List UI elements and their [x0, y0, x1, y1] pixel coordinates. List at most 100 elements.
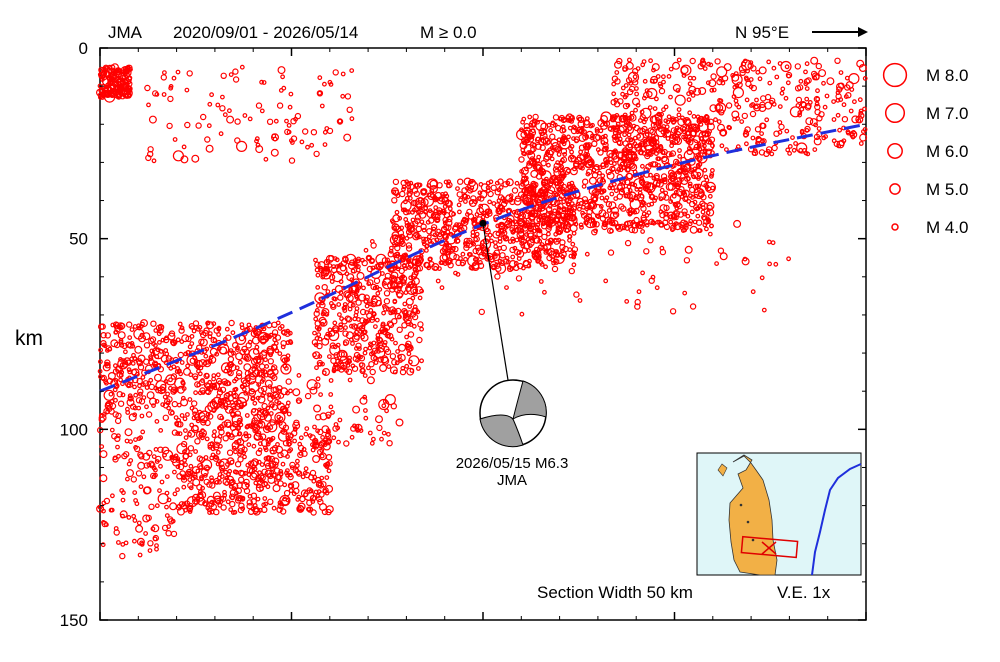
event-point: [146, 391, 155, 400]
event-point: [478, 195, 485, 202]
event-point: [382, 342, 387, 348]
event-point: [669, 150, 677, 157]
event-point: [653, 122, 662, 131]
event-point: [316, 359, 324, 367]
event-point: [183, 435, 189, 441]
event-point: [115, 540, 121, 545]
event-point: [209, 92, 215, 98]
event-point: [812, 75, 817, 81]
event-point: [528, 243, 533, 249]
event-point: [487, 199, 493, 205]
event-point: [504, 236, 509, 242]
event-point: [397, 215, 403, 221]
event-point: [649, 201, 655, 207]
event-point: [115, 444, 120, 450]
event-point: [669, 308, 677, 315]
event-point: [142, 486, 151, 495]
event-point: [294, 112, 302, 120]
event-point: [410, 279, 416, 285]
event-point: [638, 140, 646, 148]
event-point: [520, 243, 526, 249]
event-point: [166, 524, 172, 529]
event-point: [574, 138, 579, 144]
event-point: [659, 111, 664, 117]
event-point: [151, 403, 156, 409]
event-point: [679, 224, 684, 230]
event-point: [207, 441, 214, 449]
event-point: [432, 232, 438, 238]
event-point: [413, 182, 419, 188]
event-point: [314, 365, 319, 371]
event-point: [157, 488, 162, 494]
event-point: [155, 455, 162, 463]
event-point: [535, 143, 542, 150]
event-point: [674, 137, 683, 146]
legend-label: M 8.0: [926, 66, 969, 85]
event-point: [362, 350, 368, 356]
event-point: [663, 204, 670, 212]
event-point: [838, 70, 844, 75]
event-point: [154, 373, 163, 382]
event-point: [315, 414, 322, 421]
event-point: [456, 191, 463, 198]
event-point: [673, 158, 680, 166]
event-point: [436, 233, 444, 240]
event-point: [255, 496, 261, 502]
event-point: [550, 174, 558, 182]
event-point: [177, 507, 186, 516]
event-point: [624, 128, 630, 133]
event-point: [789, 106, 802, 118]
event-point: [707, 231, 713, 237]
event-point: [427, 238, 433, 244]
event-point: [431, 213, 437, 219]
event-point: [109, 77, 118, 86]
event-point: [318, 392, 324, 398]
event-point: [401, 253, 407, 258]
event-point: [169, 339, 177, 346]
event-point: [126, 381, 134, 388]
event-point: [620, 85, 626, 91]
event-point: [636, 133, 641, 139]
event-point: [609, 191, 615, 197]
event-point: [633, 124, 640, 132]
event-point: [436, 209, 442, 215]
event-point: [773, 261, 779, 267]
event-point: [337, 362, 345, 369]
event-point: [492, 230, 501, 239]
event-point: [189, 357, 196, 364]
event-point: [658, 83, 664, 89]
event-point: [389, 274, 395, 280]
event-point: [543, 155, 550, 162]
event-point: [328, 378, 334, 383]
event-point: [340, 93, 346, 99]
event-point: [656, 111, 662, 117]
event-point: [531, 228, 537, 234]
event-point: [688, 85, 697, 94]
event-point: [187, 344, 193, 350]
event-point: [709, 87, 715, 93]
event-point: [349, 68, 355, 73]
event-point: [661, 177, 667, 183]
event-point: [606, 171, 615, 180]
event-point: [857, 97, 863, 103]
event-point: [187, 431, 192, 437]
event-point: [154, 399, 160, 404]
event-point: [404, 334, 410, 340]
event-point: [234, 403, 241, 410]
event-point: [632, 67, 639, 75]
event-point: [113, 85, 119, 91]
event-point: [122, 65, 128, 71]
event-point: [323, 333, 331, 341]
event-point: [252, 400, 258, 406]
event-point: [217, 398, 225, 405]
event-point: [251, 367, 257, 373]
event-point: [332, 271, 344, 283]
event-point: [815, 96, 820, 102]
event-point: [374, 263, 381, 270]
event-point: [326, 468, 332, 474]
event-point: [526, 263, 532, 269]
event-point: [312, 424, 317, 430]
event-point: [716, 78, 723, 86]
event-point: [391, 223, 400, 232]
event-point: [674, 130, 682, 138]
